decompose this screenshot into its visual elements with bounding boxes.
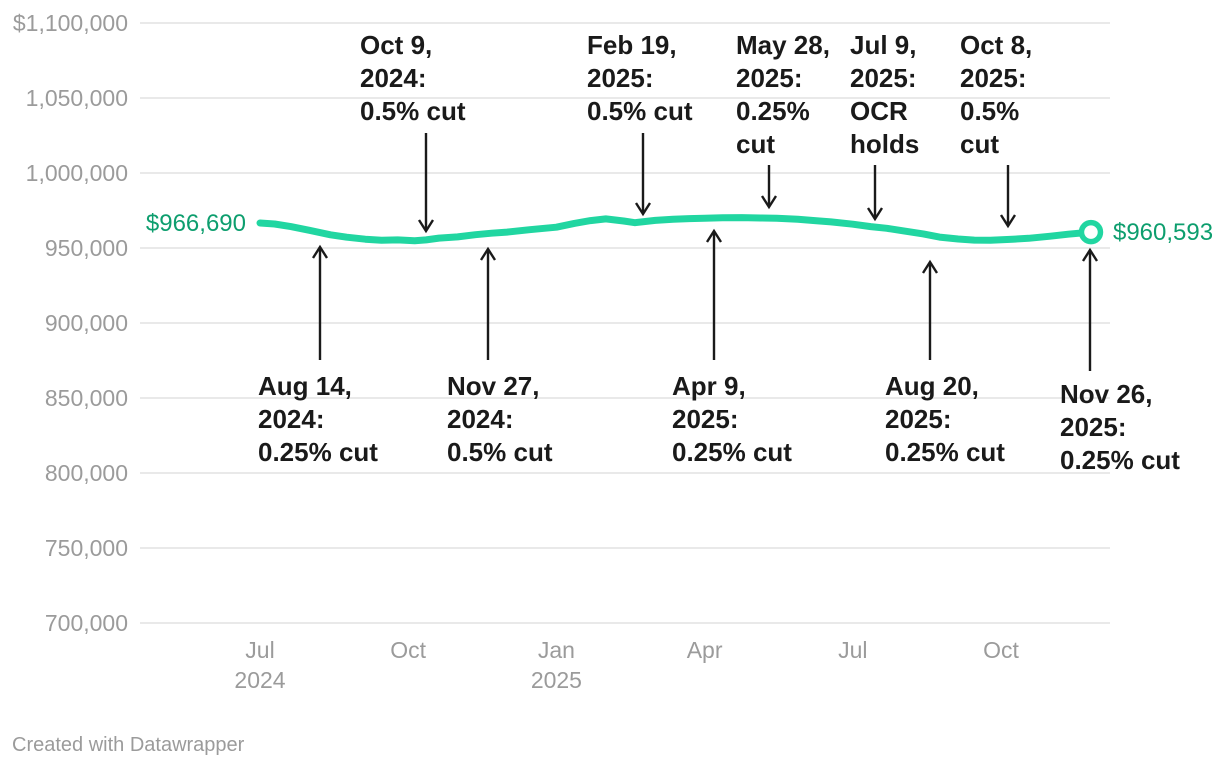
annotation-arrowhead [760, 195, 778, 210]
annotation-text: Nov 26, 2025: 0.25% cut [1060, 379, 1180, 475]
annotation-arrowhead [479, 246, 497, 261]
annotation-text: Aug 14, 2024: 0.25% cut [258, 371, 378, 467]
value-labels-layer: $966,690 $960,593 [146, 210, 1213, 246]
price-line-path [256, 214, 1095, 245]
annotation-aug14-2024: Aug 14, 2024: 0.25% cut [258, 244, 378, 467]
annotation-arrowhead [705, 228, 723, 243]
end-point-marker [1078, 219, 1104, 245]
annotation-feb19-2025: Feb 19, 2025: 0.5% cut [587, 30, 693, 217]
y-tick-label: 900,000 [45, 310, 128, 336]
line-chart-svg: $1,100,000 1,050,000 1,000,000 950,000 900,0… [13, 10, 1213, 693]
y-tick-label: 850,000 [45, 385, 128, 411]
x-tick-label: Apr [687, 637, 723, 663]
series-layer [256, 214, 1104, 245]
annotation-text: Feb 19, 2025: 0.5% cut [587, 30, 693, 126]
x-tick-label: Oct [983, 637, 1019, 663]
annotation-jul9-2025: Jul 9, 2025: OCR holds [850, 30, 919, 222]
annotation-text: Aug 20, 2025: 0.25% cut [885, 371, 1005, 467]
annotation-arrowhead [866, 207, 884, 222]
attribution: Created with Datawrapper [12, 734, 245, 756]
annotation-nov26-2025: Nov 26, 2025: 0.25% cut [1060, 247, 1180, 475]
annotation-arrowhead [417, 219, 435, 234]
x-axis-labels: Jul 2024 Oct Jan 2025 Apr Jul Oct [234, 637, 1019, 693]
annotation-text: Jul 9, 2025: OCR holds [850, 30, 919, 159]
annotations-layer: Oct 9, 2024: 0.5% cut Feb 19, 2025: 0.5% cut M… [258, 30, 1180, 475]
x-tick-label: Oct [390, 637, 426, 663]
y-tick-label: 950,000 [45, 235, 128, 261]
y-tick-label: $1,100,000 [13, 10, 128, 36]
annotation-oct8-2025: Oct 8, 2025: 0.5% cut [960, 30, 1032, 229]
annotation-text: Oct 8, 2025: 0.5% cut [960, 30, 1032, 159]
annotation-arrowhead [634, 202, 652, 217]
x-tick-year-label: 2025 [531, 667, 582, 693]
y-tick-label: 700,000 [45, 610, 128, 636]
annotation-arrowhead [311, 244, 329, 259]
annotation-arrowhead [1081, 247, 1099, 262]
x-tick-label: Jan [538, 637, 575, 663]
y-tick-label: 1,050,000 [26, 85, 128, 111]
annotation-arrowhead [999, 214, 1017, 229]
end-value-label: $960,593 [1113, 219, 1213, 246]
x-tick-label: Jul [245, 637, 274, 663]
x-tick-year-label: 2024 [234, 667, 285, 693]
y-tick-label: 800,000 [45, 460, 128, 486]
annotation-text: Nov 27, 2024: 0.5% cut [447, 371, 553, 467]
annotation-nov27-2024: Nov 27, 2024: 0.5% cut [447, 246, 553, 467]
annotation-oct9-2024: Oct 9, 2024: 0.5% cut [360, 30, 466, 234]
start-value-label: $966,690 [146, 210, 246, 237]
annotation-arrowhead [921, 259, 939, 274]
x-tick-label: Jul [838, 637, 867, 663]
y-gridlines [140, 22, 1110, 624]
y-tick-label: 1,000,000 [26, 160, 128, 186]
annotation-text: Apr 9, 2025: 0.25% cut [672, 371, 792, 467]
annotation-apr9-2025: Apr 9, 2025: 0.25% cut [672, 228, 792, 467]
y-axis-labels: $1,100,000 1,050,000 1,000,000 950,000 900,0… [13, 10, 128, 636]
annotation-may28-2025: May 28, 2025: 0.25% cut [736, 30, 830, 210]
annotation-text: May 28, 2025: 0.25% cut [736, 30, 830, 159]
annotation-aug20-2025: Aug 20, 2025: 0.25% cut [885, 259, 1005, 467]
y-tick-label: 750,000 [45, 535, 128, 561]
annotation-text: Oct 9, 2024: 0.5% cut [360, 30, 466, 126]
